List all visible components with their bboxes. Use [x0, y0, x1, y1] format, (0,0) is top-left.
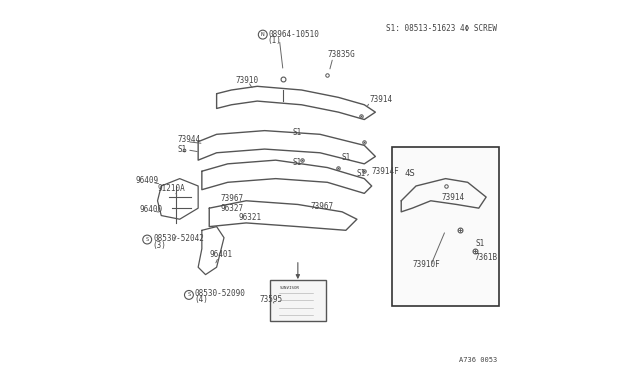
Text: 96409: 96409	[136, 176, 159, 185]
Text: 96327: 96327	[220, 203, 243, 213]
Text: S: S	[145, 237, 149, 242]
FancyBboxPatch shape	[392, 147, 499, 306]
Text: 73944: 73944	[178, 135, 201, 144]
Text: 73910: 73910	[235, 76, 258, 85]
Text: 91210A: 91210A	[157, 185, 186, 193]
Text: 08530-52090: 08530-52090	[195, 289, 245, 298]
Text: S1: S1	[292, 157, 301, 167]
Text: S1: S1	[292, 128, 301, 137]
Text: SUNVISOR: SUNVISOR	[280, 286, 300, 291]
Text: (4): (4)	[194, 295, 208, 304]
Text: 73914F: 73914F	[372, 167, 399, 176]
Text: S1: S1	[341, 153, 351, 162]
Text: 73595: 73595	[259, 295, 282, 304]
Text: 96400: 96400	[139, 205, 162, 215]
Text: 73967: 73967	[220, 195, 243, 203]
Text: 73914: 73914	[370, 95, 393, 104]
Text: (1): (1)	[267, 36, 281, 45]
Text: 96321: 96321	[239, 213, 262, 222]
Text: 08530-52042: 08530-52042	[153, 234, 204, 243]
Text: (3): (3)	[152, 241, 166, 250]
Text: 96401: 96401	[209, 250, 232, 259]
Text: S1: S1	[357, 169, 366, 177]
Text: S1: S1	[475, 239, 484, 248]
Text: 08964-10510: 08964-10510	[268, 30, 319, 39]
Text: 73835G: 73835G	[328, 51, 355, 60]
Text: 73967: 73967	[311, 202, 334, 211]
Text: 7361B: 7361B	[474, 253, 497, 263]
Text: S1: 08513-51623 4Φ SCREW: S1: 08513-51623 4Φ SCREW	[386, 23, 497, 32]
Text: S1: S1	[178, 145, 187, 154]
Text: A736 0053: A736 0053	[459, 357, 497, 363]
Text: S: S	[188, 292, 191, 298]
FancyBboxPatch shape	[270, 280, 326, 321]
Text: 4S: 4S	[405, 169, 415, 177]
Text: 73910F: 73910F	[412, 260, 440, 269]
Text: N: N	[261, 32, 265, 37]
Text: 73914: 73914	[442, 193, 465, 202]
